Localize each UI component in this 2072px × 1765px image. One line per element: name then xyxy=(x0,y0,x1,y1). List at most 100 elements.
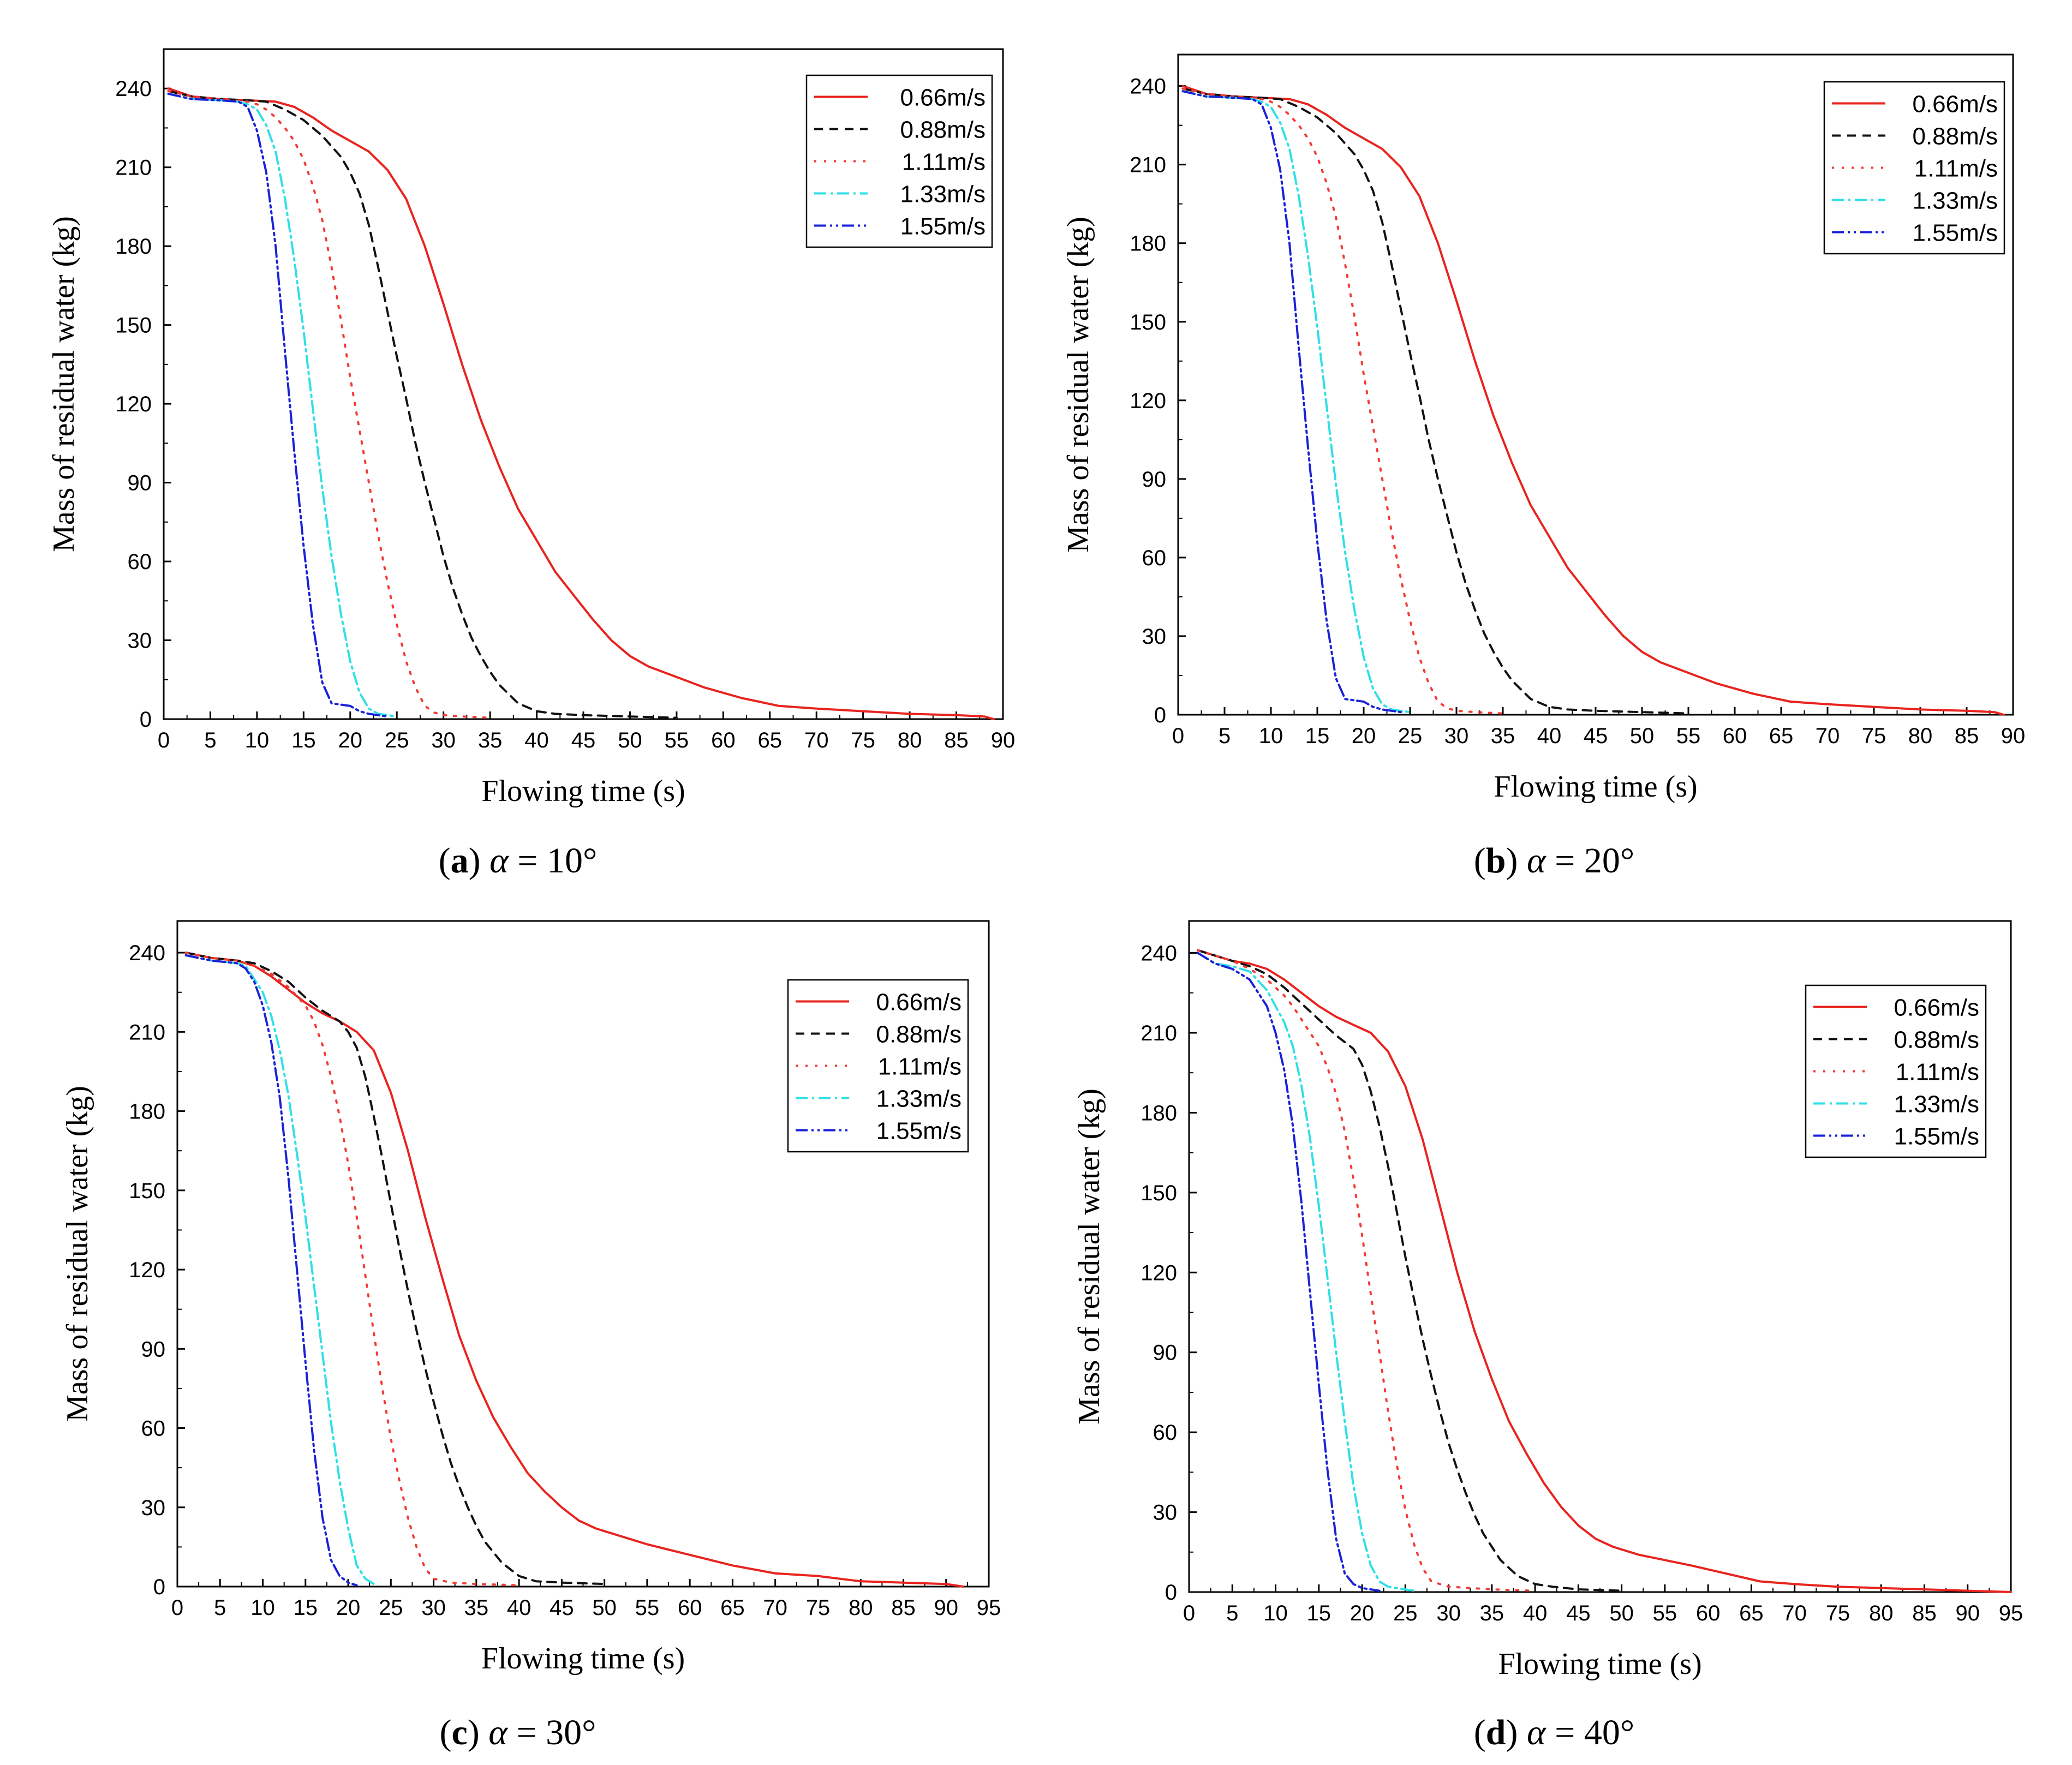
y-tick-label: 60 xyxy=(1142,546,1167,570)
x-tick-label: 40 xyxy=(524,728,549,752)
x-tick-label: 90 xyxy=(934,1596,958,1620)
x-tick-label: 95 xyxy=(1999,1601,2023,1625)
x-tick-label: 75 xyxy=(1862,724,1886,748)
x-tick-label: 50 xyxy=(592,1596,617,1620)
caption-b-value: = 20° xyxy=(1545,841,1635,881)
x-tick-label: 35 xyxy=(1480,1601,1504,1625)
caption-b-symbol: α xyxy=(1526,841,1546,881)
series-line-1.11m/s xyxy=(1196,949,1537,1592)
x-axis-title: Flowing time (s) xyxy=(481,1642,685,1676)
series-line-1.55m/s xyxy=(184,954,358,1587)
legend-label: 1.11m/s xyxy=(1914,155,1998,182)
x-axis-title: Flowing time (s) xyxy=(481,774,685,808)
x-tick-label: 5 xyxy=(1219,724,1231,748)
caption-b: (b) α = 20° xyxy=(1473,841,1635,881)
x-tick-label: 50 xyxy=(1609,1601,1634,1625)
y-tick-label: 30 xyxy=(1153,1501,1178,1525)
caption-d-value: = 40° xyxy=(1545,1713,1635,1752)
x-tick-label: 20 xyxy=(1352,724,1376,748)
x-tick-label: 80 xyxy=(898,728,922,752)
x-tick-label: 60 xyxy=(678,1596,702,1620)
x-tick-label: 30 xyxy=(431,728,456,752)
legend-label: 1.33m/s xyxy=(876,1086,962,1112)
x-tick-label: 5 xyxy=(1226,1601,1238,1625)
y-tick-label: 240 xyxy=(1141,942,1177,966)
legend-box xyxy=(1805,984,1987,1158)
legend-label: 0.66m/s xyxy=(900,85,986,111)
x-tick-label: 65 xyxy=(720,1596,745,1620)
y-tick-label: 240 xyxy=(129,941,165,965)
y-tick-label: 150 xyxy=(1130,310,1166,334)
y-axis-title: Mass of residual water (kg) xyxy=(1072,1088,1106,1425)
x-tick-label: 40 xyxy=(1523,1601,1548,1625)
y-tick-label: 60 xyxy=(1153,1421,1178,1445)
y-tick-label: 60 xyxy=(128,550,152,574)
x-tick-label: 65 xyxy=(1739,1601,1764,1625)
x-tick-label: 10 xyxy=(245,728,270,752)
y-tick-label: 150 xyxy=(115,314,152,338)
y-axis-title: Mass of residual water (kg) xyxy=(47,216,81,552)
series-line-0.66m/s xyxy=(1181,85,2005,716)
series-line-0.88m/s xyxy=(1181,87,1689,715)
x-tick-label: 50 xyxy=(618,728,642,752)
x-tick-label: 40 xyxy=(1537,724,1562,748)
x-tick-label: 45 xyxy=(1584,724,1608,748)
legend-label: 1.33m/s xyxy=(900,181,986,208)
y-tick-label: 150 xyxy=(129,1179,165,1203)
x-tick-label: 70 xyxy=(763,1596,787,1620)
x-tick-label: 15 xyxy=(291,728,316,752)
caption-a-value: = 10° xyxy=(508,841,598,881)
series-line-1.11m/s xyxy=(1181,87,1504,715)
chart-c: 0 5 10 15 20 25 30 35 40 45 50 55 60 65 70 75 80 85 90 95 0 3… xyxy=(61,920,1001,1676)
x-tick-label: 25 xyxy=(1398,724,1423,748)
x-tick-label: 20 xyxy=(336,1596,361,1620)
x-tick-label: 65 xyxy=(758,728,783,752)
series-line-0.66m/s xyxy=(1196,949,2012,1593)
y-tick-label: 120 xyxy=(115,392,152,416)
legend-label: 0.88m/s xyxy=(1912,123,1998,150)
legend-box xyxy=(805,74,993,248)
y-tick-label: 210 xyxy=(1141,1021,1177,1045)
series-line-1.33m/s xyxy=(184,954,375,1585)
legend-label: 1.11m/s xyxy=(902,149,986,176)
x-tick-label: 40 xyxy=(507,1596,532,1620)
series-line-0.88m/s xyxy=(1196,949,1623,1592)
caption-b-letter: b xyxy=(1485,841,1506,881)
y-tick-label: 90 xyxy=(128,471,152,495)
x-tick-label: 70 xyxy=(804,728,829,752)
x-tick-label: 60 xyxy=(1696,1601,1721,1625)
panel-d: 0 5 10 15 20 25 30 35 40 45 50 55 60 65 70 75 80 85 90 95 0 3… xyxy=(1036,883,2072,1765)
legend-label: 0.88m/s xyxy=(900,117,986,143)
legend-box xyxy=(1823,81,2005,255)
x-tick-label: 25 xyxy=(379,1596,403,1620)
legend-label: 1.33m/s xyxy=(1894,1091,1979,1118)
legend-label: 0.88m/s xyxy=(1894,1027,1979,1054)
caption-a-letter: a xyxy=(450,841,469,881)
x-tick-label: 75 xyxy=(851,728,875,752)
y-tick-label: 90 xyxy=(141,1337,166,1361)
x-tick-label: 5 xyxy=(214,1596,226,1620)
x-tick-label: 55 xyxy=(1676,724,1701,748)
x-tick-label: 20 xyxy=(338,728,363,752)
x-tick-label: 0 xyxy=(171,1596,183,1620)
x-tick-label: 55 xyxy=(665,728,689,752)
x-tick-label: 85 xyxy=(891,1596,916,1620)
series-line-1.55m/s xyxy=(1196,952,1381,1592)
y-tick-label: 240 xyxy=(115,77,152,101)
x-tick-label: 70 xyxy=(1816,724,1840,748)
x-tick-label: 35 xyxy=(464,1596,489,1620)
y-tick-label: 210 xyxy=(115,156,152,180)
y-tick-label: 30 xyxy=(141,1496,166,1520)
x-tick-label: 15 xyxy=(294,1596,318,1620)
y-tick-label: 180 xyxy=(1141,1101,1177,1125)
x-tick-label: 0 xyxy=(1183,1601,1195,1625)
y-axis-title: Mass of residual water (kg) xyxy=(1061,217,1095,553)
y-tick-label: 0 xyxy=(140,708,152,732)
x-tick-label: 30 xyxy=(1436,1601,1461,1625)
x-tick-label: 35 xyxy=(478,728,503,752)
x-tick-label: 10 xyxy=(250,1596,275,1620)
series-line-0.88m/s xyxy=(184,952,606,1585)
x-tick-label: 80 xyxy=(849,1596,873,1620)
series-line-1.55m/s xyxy=(167,92,389,718)
caption-c-symbol: α xyxy=(488,1713,507,1752)
